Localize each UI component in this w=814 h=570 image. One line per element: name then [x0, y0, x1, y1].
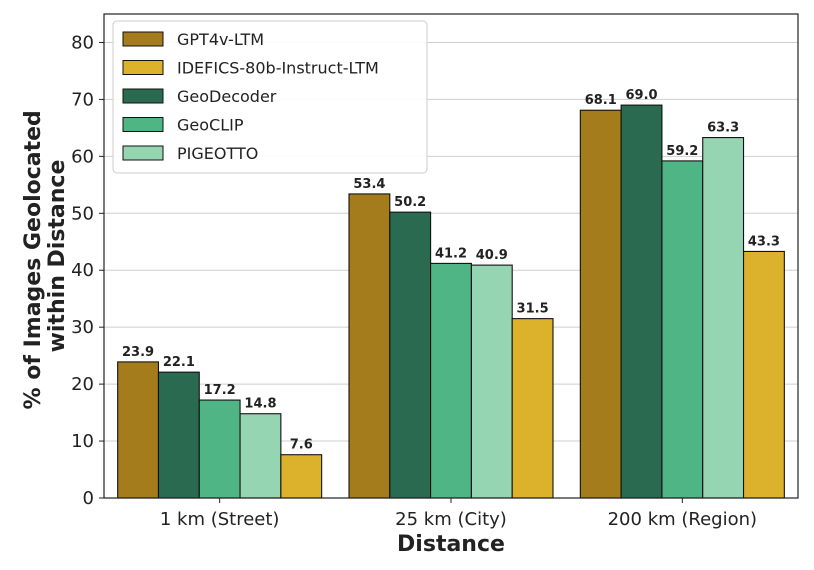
data-label: 68.1: [585, 93, 617, 108]
x-axis: 1 km (Street) 25 km (City) 200 km (Region): [160, 498, 757, 530]
data-label: 41.2: [435, 246, 467, 261]
bar: [239, 413, 282, 499]
legend-swatch: [122, 88, 164, 104]
data-label: 22.1: [163, 355, 195, 370]
y-tick-label: 40: [71, 260, 94, 281]
x-tick-label: 200 km (Region): [608, 509, 757, 530]
legend: GPT4v-LTM IDEFICS-80b-Instruct-LTM GeoDeco…: [112, 20, 428, 174]
y-tick-label: 30: [71, 317, 94, 338]
legend-swatch: [122, 145, 164, 161]
y-axis-title-line1: % of Images Geolocated: [21, 110, 46, 409]
y-axis-title: % of Images Geolocated within Distance: [21, 103, 70, 410]
bar: [579, 109, 622, 499]
data-label: 69.0: [625, 88, 657, 103]
legend-swatch: [122, 117, 164, 132]
bar: [389, 211, 432, 499]
y-tick-label: 10: [71, 431, 94, 452]
data-label: 7.6: [290, 438, 313, 453]
x-tick-label: 25 km (City): [395, 509, 507, 530]
y-tick-label: 50: [71, 203, 94, 224]
bar: [470, 264, 513, 499]
bar: [117, 361, 160, 499]
data-label: 50.2: [394, 195, 426, 210]
y-axis-title-line2: within Distance: [45, 160, 70, 353]
y-tick-label: 80: [71, 32, 94, 53]
legend-label: GPT4v-LTM: [177, 30, 264, 49]
bar: [157, 371, 200, 499]
legend-label: PIGEOTTO: [177, 144, 258, 163]
y-tick-label: 60: [71, 146, 94, 167]
data-label: 43.3: [748, 234, 780, 249]
data-label: 59.2: [666, 144, 698, 159]
bar: [702, 137, 745, 499]
legend-swatch: [122, 31, 164, 47]
legend-box: [112, 20, 428, 174]
bars: [117, 104, 785, 499]
y-tick-label: 70: [71, 89, 94, 110]
x-tick-label: 1 km (Street): [160, 509, 280, 530]
y-tick-label: 0: [83, 488, 94, 509]
legend-label: GeoDecoder: [177, 87, 277, 106]
bar: [280, 454, 323, 499]
legend-label: GeoCLIP: [177, 116, 244, 135]
data-label: 53.4: [353, 177, 385, 192]
bar: [198, 399, 241, 499]
bar: [620, 104, 663, 499]
data-label: 63.3: [707, 121, 739, 136]
legend-label: IDEFICS-80b-Instruct-LTM: [177, 59, 379, 78]
y-axis: 0 10 20 30 40 50 60 70 80: [71, 32, 104, 509]
bar: [430, 262, 472, 499]
legend-swatch: [122, 60, 164, 75]
bar: [661, 160, 704, 499]
data-label: 40.9: [476, 248, 508, 263]
x-axis-title: Distance: [397, 532, 505, 557]
data-labels: 23.9 22.1 17.2 14.8 7.6 53.4 50.2 41.2 40.9 31.5 6…: [122, 88, 780, 453]
data-label: 23.9: [122, 345, 154, 360]
bar: [511, 318, 554, 499]
y-tick-label: 20: [71, 374, 94, 395]
data-label: 31.5: [517, 302, 549, 317]
data-label: 17.2: [204, 383, 236, 398]
bar: [742, 250, 785, 499]
bar: [348, 193, 391, 499]
data-label: 14.8: [244, 397, 276, 412]
